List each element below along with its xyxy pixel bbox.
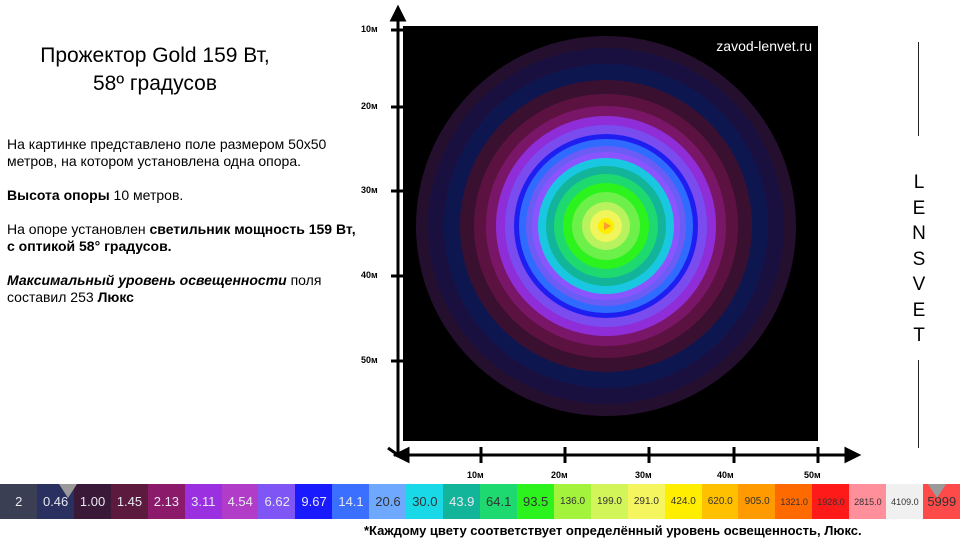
logo-letter: S: [912, 248, 926, 270]
isolux-rings: [416, 36, 796, 416]
logo-letter: N: [912, 223, 926, 244]
logo-letter: L: [913, 172, 925, 193]
pole-height-value: 10 метров.: [109, 187, 184, 203]
origin-arrow: [387, 446, 399, 457]
legend-cell: 1.00: [73, 484, 112, 519]
legend-cell: 3.11: [184, 484, 223, 519]
page-title: Прожектор Gold 159 Вт, 58º градусов: [0, 42, 310, 98]
site-label: zavod-lenvet.ru: [716, 38, 812, 54]
luminaire-intro: На опоре установлен: [7, 221, 150, 237]
legend-cell: 43.9: [443, 484, 481, 519]
logo-line-bottom: [918, 360, 919, 448]
legend-cell: 199.0: [590, 484, 629, 519]
legend-cell: 905.0: [738, 484, 776, 519]
luminaire-pole-marker: [604, 222, 611, 230]
scale-max-marker[interactable]: [928, 484, 946, 498]
y-label-30: 30м: [361, 185, 378, 195]
max-lux-unit: Люкс: [97, 289, 134, 305]
lenvet-logo: L E N S V E T: [906, 170, 932, 349]
legend-cell: 93.5: [516, 484, 555, 519]
x-label-30: 30м: [635, 470, 652, 480]
legend-cell: 1321.0: [775, 484, 813, 519]
legend-cell: 620.0: [701, 484, 739, 519]
legend-cell: 2: [0, 484, 38, 519]
x-label-40: 40м: [717, 470, 734, 480]
description: На картинке представлено поле размером 5…: [7, 136, 357, 323]
x-axis-arrow-left: [392, 446, 410, 464]
description-luminaire: На опоре установлен светильник мощность …: [7, 221, 357, 255]
logo-letter: V: [912, 274, 926, 295]
legend-cell: 30.0: [406, 484, 444, 519]
y-label-40: 40м: [361, 270, 378, 280]
legend-cell: 6.62: [258, 484, 296, 519]
legend-cell: 2815.0: [849, 484, 887, 519]
legend-cell: 136.0: [553, 484, 592, 519]
scale-min-marker[interactable]: [59, 484, 77, 498]
legend-cell: 4.54: [221, 484, 259, 519]
logo-letter: T: [913, 325, 925, 346]
luminaire-spec: светильник мощность 159 Вт, с оптикой 58…: [7, 221, 356, 254]
legend-cell: 4109.0: [886, 484, 924, 519]
legend-cell: 9.67: [295, 484, 333, 519]
description-max-lux: Максимальный уровень освещенности поля с…: [7, 272, 357, 306]
legend-cell: 291.0: [627, 484, 666, 519]
legend-cell: 20.6: [369, 484, 407, 519]
x-label-20: 20м: [551, 470, 568, 480]
legend-cell: 2.13: [147, 484, 186, 519]
x-label-10: 10м: [467, 470, 484, 480]
y-label-10: 10м: [361, 24, 378, 34]
description-field-size: На картинке представлено поле размером 5…: [7, 136, 327, 169]
title-line-1: Прожектор Gold 159 Вт,: [40, 44, 270, 67]
max-lux-label: Максимальный уровень освещенности: [7, 272, 287, 288]
footnote: *Каждому цвету соответствует определённы…: [364, 523, 862, 538]
legend-cell: 424.0: [664, 484, 703, 519]
max-lux-text: поля составил 253: [7, 272, 322, 305]
color-scale-legend: 2 0.46 1.00 1.45 2.13 3.11 4.54 6.62 9.67 14.1 20.…: [0, 484, 960, 519]
description-pole-height: Высота опоры 10 метров.: [7, 187, 357, 204]
legend-cell: 1.45: [110, 484, 149, 519]
pole-height-label: Высота опоры: [7, 187, 110, 203]
logo-letter: E: [912, 197, 926, 219]
x-label-50: 50м: [804, 470, 821, 480]
logo-letter: E: [912, 299, 926, 321]
y-axis-arrow: [389, 4, 407, 22]
legend-cell: 1928.0: [812, 484, 850, 519]
legend-cell: 64.1: [480, 484, 518, 519]
y-label-20: 20м: [361, 101, 378, 111]
x-axis-arrow-right: [844, 446, 862, 464]
title-line-2: 58º градусов: [93, 72, 217, 95]
y-label-50: 50м: [361, 355, 378, 365]
legend-cell: 14.1: [332, 484, 370, 519]
logo-line-top: [918, 42, 919, 136]
illuminance-plot: zavod-lenvet.ru: [403, 26, 818, 441]
